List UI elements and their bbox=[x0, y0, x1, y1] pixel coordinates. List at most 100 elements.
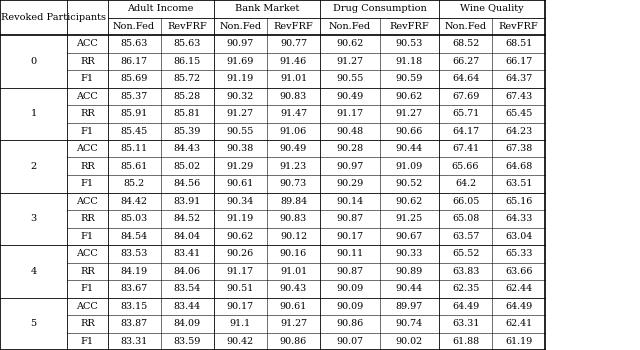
Text: 91.19: 91.19 bbox=[227, 74, 254, 83]
Text: 65.45: 65.45 bbox=[505, 109, 532, 118]
Text: 64.64: 64.64 bbox=[452, 74, 479, 83]
Text: 2: 2 bbox=[31, 162, 36, 171]
Text: 85.37: 85.37 bbox=[120, 92, 148, 101]
Text: 90.89: 90.89 bbox=[396, 267, 423, 276]
Text: 83.41: 83.41 bbox=[173, 249, 201, 258]
Text: 83.53: 83.53 bbox=[120, 249, 148, 258]
Text: 91.01: 91.01 bbox=[280, 267, 307, 276]
Text: 90.55: 90.55 bbox=[336, 74, 364, 83]
Text: ACC: ACC bbox=[77, 92, 98, 101]
Text: 89.84: 89.84 bbox=[280, 197, 307, 206]
Text: 91.69: 91.69 bbox=[227, 57, 254, 66]
Text: 86.15: 86.15 bbox=[173, 57, 201, 66]
Text: 90.49: 90.49 bbox=[280, 144, 307, 153]
Text: RR: RR bbox=[80, 57, 95, 66]
Text: 64.23: 64.23 bbox=[505, 127, 532, 136]
Text: F1: F1 bbox=[81, 179, 94, 188]
Text: 91.27: 91.27 bbox=[280, 319, 307, 328]
Text: RR: RR bbox=[80, 109, 95, 118]
Text: 90.09: 90.09 bbox=[336, 302, 364, 311]
Text: 91.23: 91.23 bbox=[280, 162, 307, 171]
Text: ACC: ACC bbox=[77, 249, 98, 258]
Text: 85.63: 85.63 bbox=[120, 39, 148, 48]
Text: 90.42: 90.42 bbox=[227, 337, 254, 346]
Text: 85.45: 85.45 bbox=[120, 127, 148, 136]
Text: 90.49: 90.49 bbox=[336, 92, 364, 101]
Text: 91.17: 91.17 bbox=[227, 267, 254, 276]
Text: 91.06: 91.06 bbox=[280, 127, 307, 136]
Text: RR: RR bbox=[80, 214, 95, 223]
Text: 91.17: 91.17 bbox=[336, 109, 364, 118]
Text: 90.26: 90.26 bbox=[227, 249, 254, 258]
Text: 66.27: 66.27 bbox=[452, 57, 479, 66]
Text: 91.29: 91.29 bbox=[227, 162, 254, 171]
Text: 67.41: 67.41 bbox=[452, 144, 479, 153]
Text: 66.17: 66.17 bbox=[505, 57, 532, 66]
Text: 0: 0 bbox=[31, 57, 36, 66]
Text: 90.02: 90.02 bbox=[396, 337, 423, 346]
Text: 84.54: 84.54 bbox=[120, 232, 148, 241]
Text: 90.09: 90.09 bbox=[336, 284, 364, 293]
Text: 84.52: 84.52 bbox=[173, 214, 201, 223]
Text: 90.53: 90.53 bbox=[396, 39, 423, 48]
Text: 90.83: 90.83 bbox=[280, 92, 307, 101]
Text: 84.43: 84.43 bbox=[173, 144, 201, 153]
Text: 91.1: 91.1 bbox=[230, 319, 251, 328]
Text: 64.33: 64.33 bbox=[505, 214, 532, 223]
Text: 90.61: 90.61 bbox=[280, 302, 307, 311]
Text: Wine Quality: Wine Quality bbox=[460, 4, 524, 13]
Text: 85.02: 85.02 bbox=[173, 162, 201, 171]
Text: 83.54: 83.54 bbox=[173, 284, 201, 293]
Text: 83.91: 83.91 bbox=[173, 197, 201, 206]
Text: 67.69: 67.69 bbox=[452, 92, 479, 101]
Text: 91.01: 91.01 bbox=[280, 74, 307, 83]
Text: 65.16: 65.16 bbox=[505, 197, 532, 206]
Text: 91.09: 91.09 bbox=[396, 162, 423, 171]
Text: 84.04: 84.04 bbox=[173, 232, 201, 241]
Text: 85.61: 85.61 bbox=[120, 162, 148, 171]
Text: 90.44: 90.44 bbox=[396, 284, 423, 293]
Text: 90.33: 90.33 bbox=[396, 249, 423, 258]
Text: Bank Market: Bank Market bbox=[235, 4, 299, 13]
Text: 5: 5 bbox=[31, 319, 36, 328]
Text: 90.74: 90.74 bbox=[396, 319, 423, 328]
Text: 63.57: 63.57 bbox=[452, 232, 479, 241]
Text: 4: 4 bbox=[31, 267, 36, 276]
Text: Drug Consumption: Drug Consumption bbox=[333, 4, 426, 13]
Text: 1: 1 bbox=[31, 109, 36, 118]
Text: 90.86: 90.86 bbox=[336, 319, 364, 328]
Text: 90.48: 90.48 bbox=[336, 127, 364, 136]
Text: 65.71: 65.71 bbox=[452, 109, 479, 118]
Text: 90.66: 90.66 bbox=[396, 127, 423, 136]
Text: 90.44: 90.44 bbox=[396, 144, 423, 153]
Text: 90.62: 90.62 bbox=[336, 39, 364, 48]
Text: F1: F1 bbox=[81, 284, 94, 293]
Text: 63.83: 63.83 bbox=[452, 267, 479, 276]
Text: 91.47: 91.47 bbox=[280, 109, 307, 118]
Text: 68.52: 68.52 bbox=[452, 39, 479, 48]
Text: 85.63: 85.63 bbox=[173, 39, 201, 48]
Text: ACC: ACC bbox=[77, 39, 98, 48]
Text: 3: 3 bbox=[31, 214, 36, 223]
Text: 90.97: 90.97 bbox=[227, 39, 254, 48]
Text: 90.87: 90.87 bbox=[336, 267, 364, 276]
Text: 90.14: 90.14 bbox=[336, 197, 364, 206]
Text: 90.51: 90.51 bbox=[227, 284, 254, 293]
Text: 61.19: 61.19 bbox=[505, 337, 532, 346]
Text: Non.Fed: Non.Fed bbox=[220, 22, 261, 31]
Text: 65.66: 65.66 bbox=[452, 162, 479, 171]
Text: RR: RR bbox=[80, 267, 95, 276]
Text: 85.11: 85.11 bbox=[120, 144, 148, 153]
Text: 67.43: 67.43 bbox=[505, 92, 532, 101]
Text: 90.67: 90.67 bbox=[396, 232, 423, 241]
Text: 90.61: 90.61 bbox=[227, 179, 254, 188]
Text: 90.43: 90.43 bbox=[280, 284, 307, 293]
Text: 84.42: 84.42 bbox=[120, 197, 148, 206]
Text: 90.28: 90.28 bbox=[336, 144, 364, 153]
Text: 90.34: 90.34 bbox=[227, 197, 254, 206]
Text: 85.39: 85.39 bbox=[173, 127, 201, 136]
Text: 90.55: 90.55 bbox=[227, 127, 254, 136]
Text: 65.33: 65.33 bbox=[505, 249, 532, 258]
Text: 65.08: 65.08 bbox=[452, 214, 479, 223]
Text: Non.Fed: Non.Fed bbox=[113, 22, 155, 31]
